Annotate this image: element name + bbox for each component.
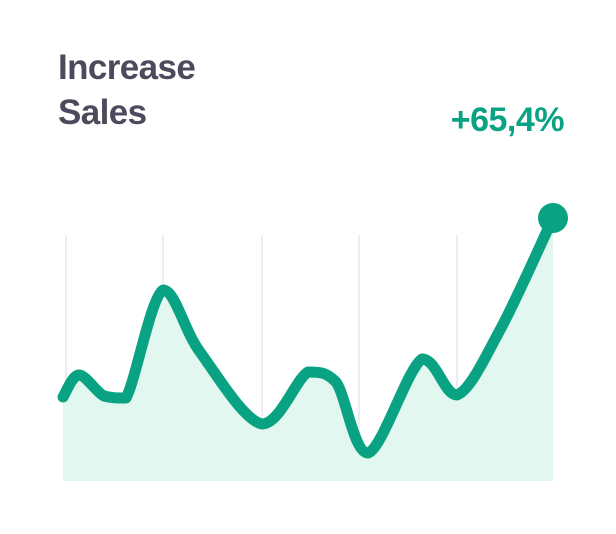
chart-area-fill: [63, 218, 553, 481]
chart-line: [57, 212, 559, 459]
card-header: Increase Sales +65,4%: [0, 0, 616, 175]
chart-endpoint-marker[interactable]: [538, 203, 568, 233]
page-title: Increase Sales: [58, 48, 196, 132]
status-badge: +65,4%: [450, 101, 565, 139]
